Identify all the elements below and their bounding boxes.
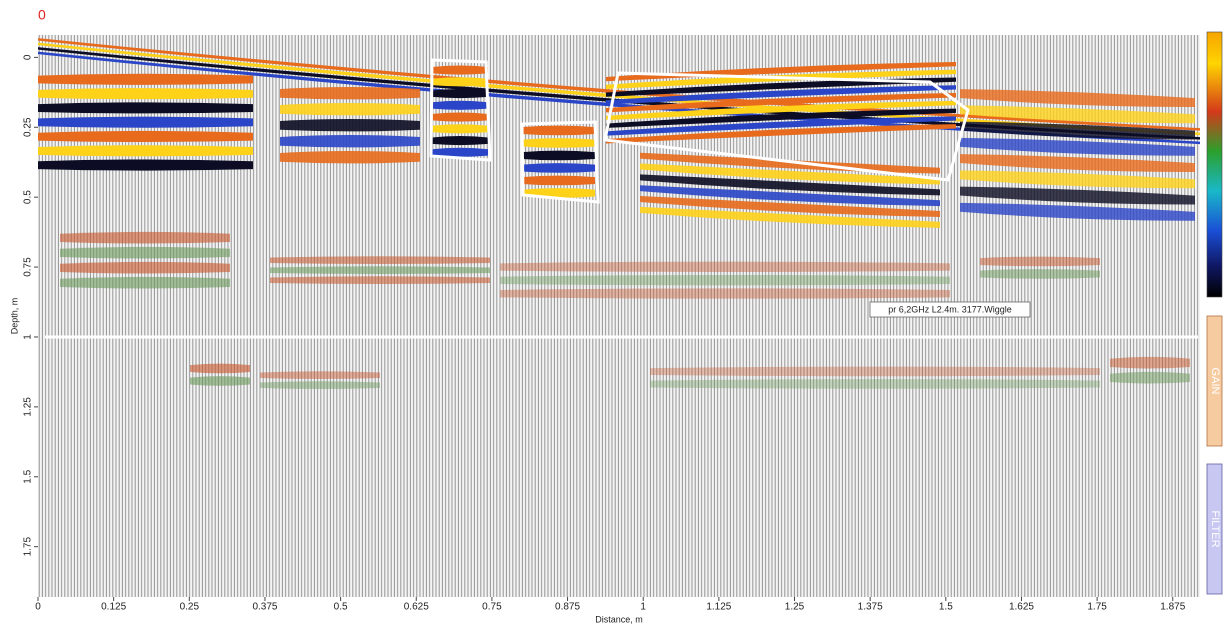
reflection-stripe (280, 87, 420, 99)
y-tick-label: 1.25 (23, 397, 34, 417)
reflection-stripe (280, 135, 420, 147)
reflection-stripe (38, 160, 253, 171)
reflection-stripe (432, 77, 488, 86)
filter-label: FILTER (1209, 510, 1221, 547)
reflection-stripe (1110, 372, 1190, 384)
annotation: pr 6,2GHz L2.4m. 3177.Wiggle (888, 304, 1012, 314)
reflection-stripe (432, 112, 488, 121)
x-tick-label: 1.75 (1087, 602, 1107, 613)
reflection-stripe (522, 126, 595, 136)
reflection-stripe (650, 367, 1100, 377)
y-tick-label: 1.5 (23, 469, 34, 483)
reflection-stripe (432, 136, 488, 145)
reflection-stripe (980, 257, 1100, 267)
x-tick-label: 0.625 (404, 602, 429, 613)
reflection-stripe (260, 381, 380, 389)
reflection-stripe (38, 74, 253, 85)
x-axis-label: Distance, m (595, 614, 643, 624)
x-tick-label: 0 (35, 602, 41, 613)
x-tick-label: 1.125 (706, 602, 731, 613)
reflection-stripe (190, 364, 250, 374)
gain-label: GAIN (1209, 368, 1221, 395)
reflection-stripe (38, 117, 253, 128)
reflection-stripe (270, 256, 490, 264)
reflection-stripe (980, 269, 1100, 279)
reflection-stripe (270, 266, 490, 274)
reflection-stripe (60, 247, 230, 259)
y-tick-label: 0 (23, 54, 34, 60)
x-tick-label: 0.75 (482, 602, 502, 613)
reflection-stripe (38, 145, 253, 156)
reflection-stripe (280, 151, 420, 163)
reflection-stripe (432, 101, 488, 110)
reflection-stripe (38, 102, 253, 113)
reflection-stripe (522, 138, 595, 148)
x-tick-label: 0.5 (334, 602, 348, 613)
reflection-stripe (260, 371, 380, 379)
reflection-stripe (1110, 357, 1190, 369)
reflection-stripe (522, 176, 595, 186)
reflection-stripe (38, 88, 253, 99)
y-axis-label: Depth, m (9, 298, 19, 335)
x-tick-label: 1.625 (1009, 602, 1034, 613)
reflection-stripe (500, 275, 950, 285)
reflection-stripe (190, 376, 250, 386)
reflection-stripe (38, 131, 253, 142)
reflection-stripe (432, 89, 488, 98)
x-tick-label: 0.25 (180, 602, 200, 613)
reflection-stripe (60, 232, 230, 244)
reflection-stripe (270, 276, 490, 284)
radargram-window: 0 pr 6,2GHz L2.4m. 3177.Wiggle GAIN FILT… (0, 0, 1226, 628)
reflection-stripe (500, 262, 950, 272)
reflection-stripe (432, 65, 488, 74)
reflection-stripe (432, 124, 488, 133)
reflection-stripe (280, 103, 420, 115)
x-tick-label: 1 (640, 602, 646, 613)
y-tick-label: 1 (23, 334, 34, 340)
x-tick-label: 1.5 (939, 602, 953, 613)
reflection-stripe (522, 151, 595, 161)
x-tick-label: 0.125 (101, 602, 126, 613)
y-tick-label: 0.25 (23, 117, 34, 137)
x-tick-label: 0.375 (252, 602, 277, 613)
x-tick-label: 1.875 (1160, 602, 1185, 613)
x-tick-label: 0.875 (555, 602, 580, 613)
y-tick-label: 1.75 (23, 537, 34, 557)
color-bar (1207, 32, 1222, 297)
y-tick-label: 0.5 (23, 190, 34, 204)
x-tick-label: 1.375 (858, 602, 883, 613)
x-tick-label: 1.25 (785, 602, 805, 613)
reflection-stripe (60, 277, 230, 289)
reflection-stripe (522, 163, 595, 173)
y-tick-label: 0.75 (23, 257, 34, 277)
reflection-stripe (280, 119, 420, 131)
reflection-stripe (650, 379, 1100, 389)
corner-label: 0 (38, 7, 46, 23)
reflection-stripe (500, 288, 950, 298)
reflection-stripe (60, 262, 230, 274)
